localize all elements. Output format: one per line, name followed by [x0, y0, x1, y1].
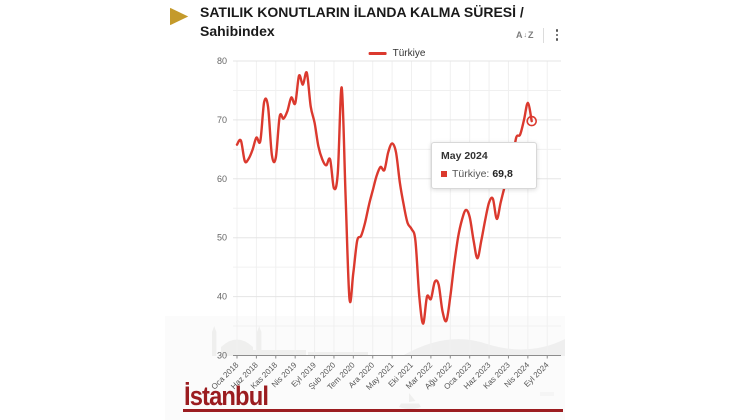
tooltip-series-label: Türkiye: [452, 168, 490, 180]
sort-arrow-glyph: ↓ [523, 31, 528, 39]
tooltip-series-row: Türkiye: 69,8 [441, 168, 527, 180]
tooltip-series-swatch-icon [441, 171, 447, 177]
kebab-menu-icon[interactable] [553, 27, 562, 43]
y-axis-label: 30 [217, 351, 227, 361]
page-title: SATILIK KONUTLARIN İLANDA KALMA SÜRESİ /… [200, 3, 524, 41]
turkiye-series-line[interactable] [235, 71, 533, 325]
istanbul-logo-underline [183, 409, 563, 412]
legend-line-swatch [368, 52, 387, 55]
istanbul-logo: İstanbul [184, 381, 269, 411]
title-line-1: SATILIK KONUTLARIN İLANDA KALMA SÜRESİ / [200, 4, 524, 20]
chart-tooltip: May 2024 Türkiye: 69,8 [431, 142, 537, 189]
sort-z-letter: Z [528, 30, 534, 40]
legend-item-turkiye[interactable]: Türkiye [368, 48, 426, 59]
y-axis-label: 60 [217, 174, 227, 184]
chart-actions: A ↓ Z [516, 26, 561, 44]
tooltip-series-value: 69,8 [492, 168, 513, 180]
title-line-2: Sahibindex [200, 23, 275, 39]
watermark-silhouettes [212, 326, 565, 409]
az-sort-icon[interactable]: A ↓ Z [516, 30, 534, 40]
y-axis-label: 40 [217, 292, 227, 302]
actions-divider [542, 27, 544, 43]
y-axis-label: 70 [217, 115, 227, 125]
y-axis-label: 50 [217, 233, 227, 243]
highlighted-point-marker[interactable] [526, 115, 538, 127]
y-axis-label: 80 [217, 56, 227, 66]
tooltip-date: May 2024 [441, 150, 488, 162]
sort-a-letter: A [516, 30, 523, 40]
legend-label: Türkiye [392, 48, 426, 59]
